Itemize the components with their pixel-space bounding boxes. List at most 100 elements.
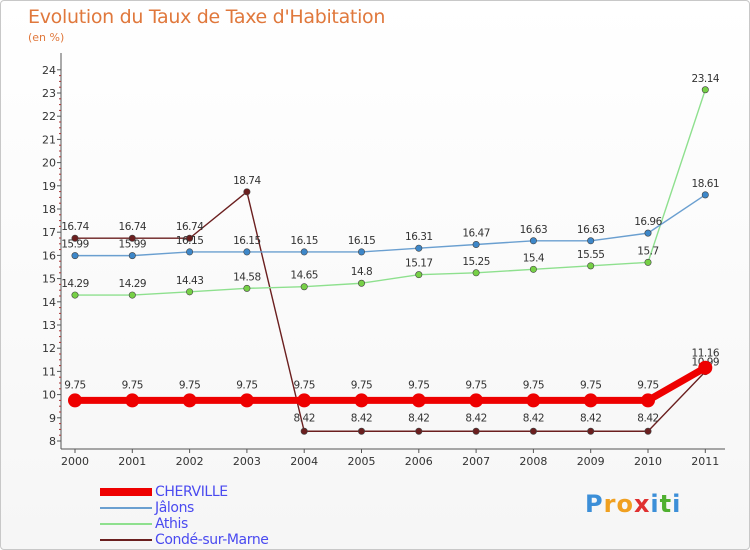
data-label-conde-sur-marne-2002: 16.74 — [176, 221, 204, 233]
data-label-athis-2004: 14.65 — [290, 270, 318, 282]
y-tick-label-21: 21 — [42, 133, 56, 146]
data-point-cherville-2007 — [469, 393, 484, 408]
x-tick-label-2003: 2003 — [233, 455, 261, 468]
data-point-cherville-2011 — [698, 360, 713, 375]
data-point-athis-2004 — [300, 283, 308, 291]
chart-subtitle: (en %) — [28, 31, 65, 44]
data-label-cherville-2005: 9.75 — [351, 379, 372, 391]
data-label-athis-2005: 14.8 — [351, 266, 372, 278]
data-point-athis-2001 — [128, 291, 136, 299]
data-point-jalons-2003 — [243, 248, 251, 256]
data-point-cherville-2008 — [526, 393, 541, 408]
data-label-jalons-2003: 16.15 — [233, 235, 261, 247]
y-tick-label-14: 14 — [42, 296, 56, 309]
x-tick-label-2011: 2011 — [691, 455, 719, 468]
data-label-conde-sur-marne-2000: 16.74 — [61, 221, 89, 233]
data-label-cherville-2009: 9.75 — [580, 379, 601, 391]
data-point-jalons-2002 — [186, 248, 194, 256]
x-tick-label-2004: 2004 — [290, 455, 318, 468]
legend-label-cherville: CHERVILLE — [155, 484, 228, 500]
y-tick-label-15: 15 — [42, 273, 56, 286]
y-tick-label-11: 11 — [42, 365, 56, 378]
y-tick-label-22: 22 — [42, 110, 56, 123]
data-point-athis-2005 — [357, 279, 365, 287]
data-label-cherville-2003: 9.75 — [236, 379, 257, 391]
data-label-jalons-2004: 16.15 — [290, 235, 318, 247]
data-label-jalons-2009: 16.63 — [577, 224, 605, 236]
data-label-cherville-2007: 9.75 — [465, 379, 486, 391]
data-label-jalons-2001: 15.99 — [119, 239, 147, 251]
data-label-cherville-2000: 9.75 — [64, 379, 85, 391]
logo-letter: P — [585, 490, 604, 518]
x-tick-label-2009: 2009 — [577, 455, 605, 468]
data-label-conde-sur-marne-2003: 18.74 — [233, 175, 261, 187]
data-label-athis-2000: 14.29 — [61, 278, 89, 290]
data-point-cherville-2004 — [297, 393, 312, 408]
data-label-jalons-2010: 16.96 — [634, 216, 662, 228]
data-point-athis-2011 — [701, 86, 709, 94]
legend-swatch-cherville — [100, 488, 152, 496]
x-tick-label-2000: 2000 — [61, 455, 89, 468]
y-tick-label-23: 23 — [42, 87, 56, 100]
data-label-conde-sur-marne-2007: 8.42 — [465, 412, 486, 424]
data-point-conde-sur-marne-2000 — [71, 234, 79, 242]
data-point-athis-2008 — [529, 265, 537, 273]
y-tick-label-24: 24 — [42, 64, 56, 77]
x-tick-label-2001: 2001 — [118, 455, 146, 468]
data-point-jalons-2005 — [357, 248, 365, 256]
data-label-jalons-2006: 16.31 — [405, 231, 433, 243]
y-tick-label-17: 17 — [42, 226, 56, 239]
series-line-jalons — [75, 194, 706, 257]
data-point-cherville-2009 — [583, 393, 598, 408]
series-line-conde-sur-marne — [75, 191, 706, 432]
x-tick-label-2007: 2007 — [462, 455, 490, 468]
data-label-jalons-2011: 18.61 — [692, 178, 720, 190]
data-point-jalons-2007 — [472, 240, 480, 248]
logo-letter: r — [603, 490, 617, 518]
data-point-cherville-2006 — [411, 393, 426, 408]
legend-swatch-athis — [100, 523, 152, 525]
data-point-cherville-2002 — [182, 393, 197, 408]
data-label-athis-2008: 15.4 — [523, 252, 545, 264]
series-line-cherville — [75, 364, 708, 404]
data-point-cherville-2000 — [68, 393, 82, 408]
data-label-conde-sur-marne-2004: 8.42 — [294, 412, 315, 424]
x-tick-label-2005: 2005 — [348, 455, 376, 468]
logo-letter: t — [659, 490, 673, 518]
data-point-jalons-2006 — [415, 244, 423, 252]
data-point-athis-2003 — [243, 284, 251, 292]
logo-letter: x — [633, 490, 651, 518]
data-point-cherville-2010 — [641, 393, 655, 408]
x-tick-label-2006: 2006 — [405, 455, 433, 468]
y-tick-label-20: 20 — [42, 157, 56, 170]
data-point-jalons-2011 — [701, 191, 709, 199]
data-label-athis-2003: 14.58 — [233, 271, 261, 283]
data-point-jalons-2000 — [71, 252, 79, 260]
data-label-cherville-2006: 9.75 — [408, 379, 429, 391]
data-point-conde-sur-marne-2001 — [128, 234, 136, 242]
data-label-conde-sur-marne-2005: 8.42 — [351, 412, 372, 424]
data-point-conde-sur-marne-2005 — [357, 427, 365, 435]
data-point-jalons-2009 — [587, 237, 595, 245]
data-label-cherville-2004: 9.75 — [294, 379, 315, 391]
data-point-athis-2010 — [644, 258, 652, 266]
data-point-athis-2009 — [587, 262, 595, 270]
data-label-athis-2001: 14.29 — [119, 278, 147, 290]
y-tick-label-9: 9 — [49, 412, 56, 425]
data-label-conde-sur-marne-2010: 8.42 — [637, 412, 658, 424]
data-label-jalons-2008: 16.63 — [520, 224, 548, 236]
data-label-athis-2010: 15.7 — [637, 245, 658, 257]
data-point-conde-sur-marne-2002 — [186, 234, 194, 242]
data-point-athis-2002 — [186, 288, 194, 296]
data-point-athis-2000 — [71, 291, 79, 299]
data-label-cherville-2008: 9.75 — [523, 379, 544, 391]
data-label-jalons-2007: 16.47 — [462, 227, 490, 239]
data-label-conde-sur-marne-2001: 16.74 — [119, 221, 147, 233]
legend-label-jalons: Jâlons — [155, 500, 194, 516]
data-point-athis-2007 — [472, 269, 480, 277]
x-tick-label-2002: 2002 — [176, 455, 204, 468]
y-tick-label-13: 13 — [42, 319, 56, 332]
data-point-athis-2006 — [415, 271, 423, 279]
